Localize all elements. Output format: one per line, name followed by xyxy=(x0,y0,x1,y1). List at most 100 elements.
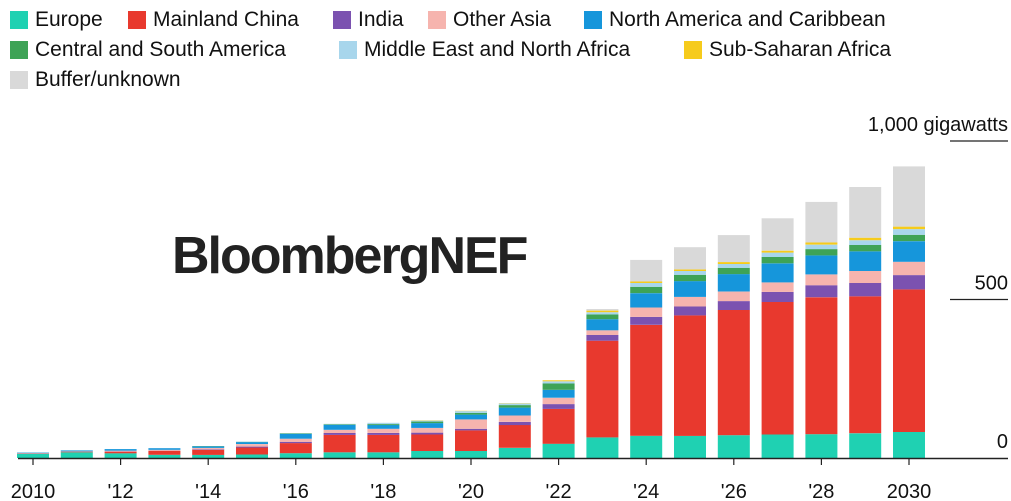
bar-segment xyxy=(542,404,575,409)
bar-segment xyxy=(893,226,925,230)
bar-segment xyxy=(411,420,444,422)
bar-segment xyxy=(717,264,750,268)
bar-segment xyxy=(805,274,838,286)
bar-segment xyxy=(104,451,137,454)
legend-item: Mainland China xyxy=(128,8,299,32)
bar-segment xyxy=(586,330,619,335)
legend-label: Europe xyxy=(35,8,103,31)
bar-segment xyxy=(455,451,487,458)
bar-segment xyxy=(498,405,531,408)
legend-label: Central and South America xyxy=(35,38,286,61)
x-tick-label: '12 xyxy=(108,481,134,501)
bar-segment xyxy=(498,425,531,448)
bar-segment xyxy=(805,242,838,245)
legend-label: Sub-Saharan Africa xyxy=(709,38,892,61)
bar-segment xyxy=(498,407,531,416)
bar-segment xyxy=(104,453,137,458)
bar-segment xyxy=(761,302,794,435)
bar-segment xyxy=(630,316,663,325)
bar-segment xyxy=(849,237,882,241)
legend-item: Other Asia xyxy=(428,8,551,32)
bar-segment xyxy=(805,244,838,250)
legend-item: Central and South America xyxy=(10,38,286,62)
x-tick-label: 2010 xyxy=(11,481,56,501)
bar-segment xyxy=(630,293,663,308)
legend-swatch xyxy=(128,11,146,29)
bar-segment xyxy=(148,448,181,450)
x-tick-label: '14 xyxy=(195,481,221,501)
bar-segment xyxy=(717,291,750,302)
bar-segment xyxy=(674,247,706,270)
bar-segment xyxy=(455,428,487,431)
bar-segment xyxy=(674,281,706,297)
bar-segment xyxy=(893,261,925,276)
bar-segment xyxy=(849,251,882,271)
bar-segment xyxy=(455,411,487,413)
legend-label: Middle East and North Africa xyxy=(364,38,631,61)
bar-segment xyxy=(498,421,531,426)
bar-segment xyxy=(411,432,444,435)
bar-segment xyxy=(236,447,268,455)
bar-segment xyxy=(236,442,268,444)
bar-segment xyxy=(717,310,750,436)
bar-segment xyxy=(367,422,400,425)
bar-segment xyxy=(761,252,794,257)
bar-segment xyxy=(279,453,312,458)
bar-segment xyxy=(717,267,750,275)
bar-segment xyxy=(717,435,750,458)
bar-segment xyxy=(761,263,794,283)
bar-segment xyxy=(717,235,750,262)
bar-segment xyxy=(192,447,225,450)
bar-segment xyxy=(192,449,225,450)
bar-segment xyxy=(805,201,838,243)
bar-segment xyxy=(17,453,49,458)
bar-segment xyxy=(893,229,925,235)
bar-segment xyxy=(586,340,619,438)
x-tick-label: '26 xyxy=(721,481,747,501)
bar-segment xyxy=(104,449,137,451)
legend-item: Middle East and North Africa xyxy=(339,38,630,62)
bar-segment xyxy=(849,283,882,297)
bar-segment xyxy=(849,245,882,252)
legend-swatch xyxy=(684,41,702,59)
bar-segment xyxy=(542,408,575,444)
bar-segment xyxy=(805,297,838,435)
bar-segment xyxy=(323,434,356,453)
legend-swatch xyxy=(339,41,357,59)
bar-segment xyxy=(367,433,400,435)
legend-item: North America and Caribbean xyxy=(584,8,886,32)
x-tick-label: 2030 xyxy=(887,481,932,501)
bar-segment xyxy=(323,424,356,425)
legend-item: Sub-Saharan Africa xyxy=(684,38,891,62)
legend-swatch xyxy=(10,11,28,29)
bar-segment xyxy=(60,451,93,453)
bar-segment xyxy=(586,312,619,315)
legend-swatch xyxy=(428,11,446,29)
bar-segment xyxy=(455,430,487,451)
bar-segment xyxy=(630,286,663,294)
bar-segment xyxy=(849,296,882,434)
bar-segment xyxy=(849,271,882,283)
bar-segment xyxy=(630,307,663,317)
bar-segment xyxy=(542,380,575,382)
bar-segment xyxy=(586,335,619,341)
bar-segment xyxy=(674,435,706,458)
bar-segment xyxy=(893,166,925,227)
bar-segment xyxy=(367,424,400,426)
bar-segment xyxy=(411,423,444,428)
bar-segment xyxy=(717,262,750,264)
bar-segment xyxy=(761,291,794,302)
bar-segment xyxy=(192,446,225,448)
bar-segment xyxy=(893,289,925,432)
bar-segment xyxy=(674,306,706,316)
bar-segment xyxy=(323,452,356,458)
bar-segment xyxy=(236,444,268,447)
bar-segment xyxy=(411,427,444,433)
bar-segment xyxy=(323,423,356,425)
bar-segment xyxy=(411,421,444,424)
bar-segment xyxy=(849,433,882,458)
bar-segment xyxy=(498,447,531,458)
bar-segment xyxy=(761,282,794,292)
bar-segment xyxy=(717,274,750,292)
